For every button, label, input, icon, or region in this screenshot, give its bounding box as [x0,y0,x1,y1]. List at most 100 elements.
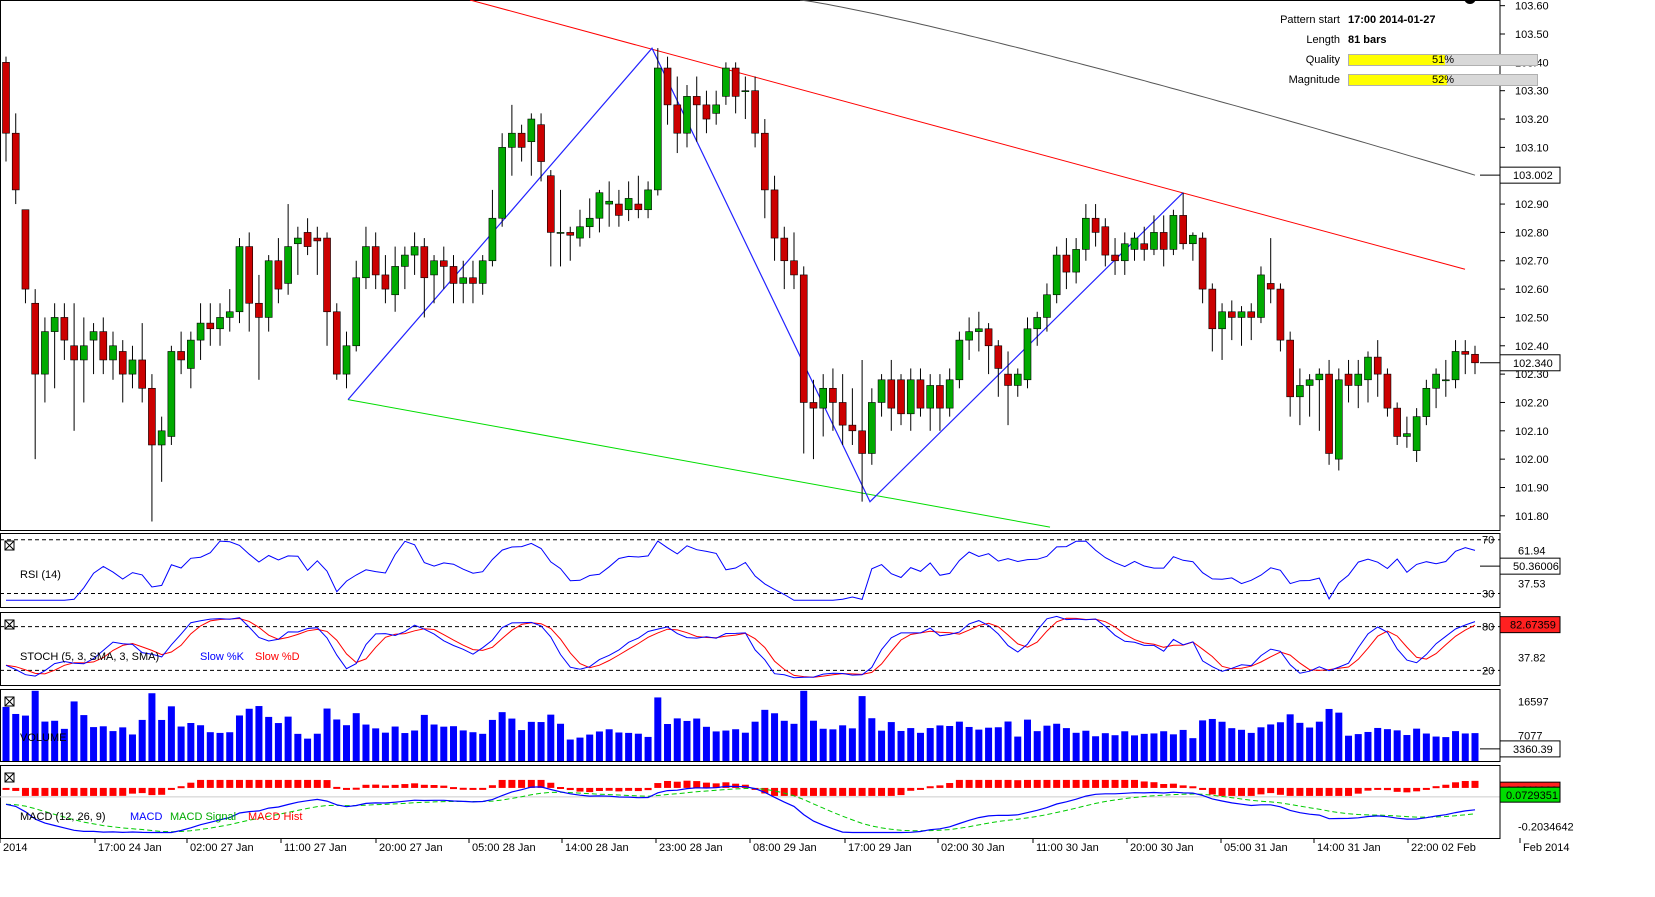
stoch-tick-label: 20 [1482,665,1494,677]
candle-body [391,266,399,296]
volume-bar [839,725,847,761]
volume-bar [1257,727,1265,761]
candle-body [128,359,137,375]
candle-body [809,402,818,409]
candle-body [323,237,331,313]
volume-bar [420,714,428,761]
candle-body [1422,387,1431,417]
panel-close-icon-cross [4,772,15,783]
candle [1257,266,1265,324]
candle-body [284,246,292,284]
candle-body [712,104,720,114]
candle [1334,368,1343,471]
volume-bar [1315,721,1323,761]
macd-hist-bar [508,779,516,788]
volume-bar [31,690,39,761]
macd-hist-bar [1101,779,1109,788]
stoch-tick-label: 80 [1482,622,1494,634]
volume-bar [1413,728,1421,761]
volume-bar [12,713,20,761]
volume-bar [342,725,350,761]
candle [1189,232,1197,261]
settings-dot-icon [1464,0,1476,4]
volume-bar [1247,732,1255,761]
volume-bar [51,720,59,761]
macd-hist-bar [274,779,282,788]
candle [906,368,915,431]
length-label: Length [1306,34,1340,46]
candle-body [2,62,10,134]
x-tick-label: 20:00 27 Jan [379,842,443,854]
stoch-title: STOCH (5, 3, SMA, 3, SMA) [20,651,159,663]
volume-bar [936,725,944,761]
candle [284,204,292,295]
candle [109,331,117,380]
candle-body [99,331,108,361]
candle [1023,317,1032,389]
ma-value-box [1499,166,1561,184]
volume-bar [187,723,195,761]
upper-channel-line [469,0,1466,270]
candle [712,90,720,125]
macd-hist-bar [557,787,565,790]
y-tick-label: 102.10 [1515,426,1549,438]
macd-hist-bar [1432,786,1440,789]
volume-bar [362,724,370,761]
volume-bar [1461,733,1469,761]
candle [605,181,613,227]
volume-bar [712,731,720,761]
quality-label: Quality [1305,54,1340,66]
x-tick-label: 11:00 27 Jan [284,842,347,854]
volume-bar [975,729,983,761]
stoch-value-label: 82.67359 [1510,620,1556,632]
volume-bar [430,724,438,761]
candle [401,246,409,290]
candle-body [1004,373,1012,386]
macd-hist-bar [401,784,409,788]
volume-bar [70,701,78,761]
x-tick-label: 17:00 24 Jan [98,842,162,854]
candle [1471,345,1479,375]
macd-hist-bar [313,779,321,788]
candle [819,374,827,437]
candle-body [984,328,993,347]
candle-body [1072,249,1080,273]
candle [722,62,730,105]
candle [994,340,1003,397]
candle [1140,226,1149,261]
macd-hist-bar [985,779,993,788]
candle-body [31,302,39,375]
candle-body [1013,373,1022,386]
candle-body [1101,226,1110,256]
volume-bar [800,690,808,761]
candle [1325,359,1333,465]
candle [235,238,244,324]
candle-body [1062,254,1071,273]
x-tick-label: 08:00 29 Jan [753,842,817,854]
candle-body [1344,373,1353,386]
macd-hist-bar [1189,786,1197,789]
candle-body [663,67,672,106]
candle [488,189,497,267]
volume-bar [780,720,788,761]
macd-hist-bar [1014,780,1022,788]
macd-hist-bar [1461,781,1469,788]
macd-hist-bar [1082,779,1090,788]
volume-bar [109,731,117,761]
volume-bar [352,713,360,761]
candle-body [1023,328,1032,381]
macd-hist-bar [177,786,185,789]
volume-bar [381,732,389,761]
candle-body [216,317,224,330]
volume-bar [391,726,399,761]
y-tick-label: 102.80 [1515,227,1549,239]
macd-tick-label: -0.2034642 [1518,822,1574,834]
volume-bar [1131,735,1139,761]
volume-bar [1432,736,1440,761]
macd-hist-bar [167,787,175,790]
macd-hist-bar [926,786,934,789]
macd-hist-bar [197,779,205,788]
candle [449,255,458,304]
candle-body [352,277,361,347]
volume-bar [1286,714,1294,761]
